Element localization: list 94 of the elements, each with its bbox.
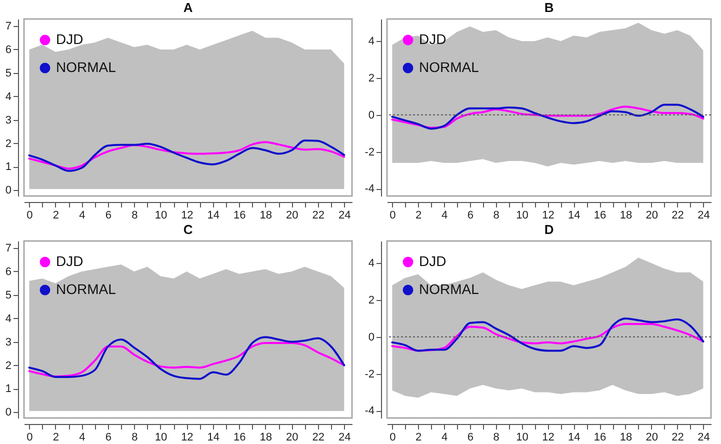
x-tick-label: 8: [493, 432, 500, 444]
x-tick-label: 2: [52, 210, 60, 222]
chart-title: D: [544, 222, 554, 237]
x-tick-label: 20: [646, 432, 658, 444]
x-tick-label: 18: [260, 432, 272, 444]
y-tick-label: 0: [368, 331, 374, 344]
x-tick-label: 2: [52, 432, 60, 444]
x-tick-label: 6: [105, 432, 112, 444]
x-tick-label: 20: [286, 210, 298, 222]
y-tick-label: 5: [5, 289, 12, 302]
line-series: [28, 336, 346, 380]
x-tick-label: 22: [312, 432, 325, 444]
y-tick-label: 5: [5, 67, 12, 80]
x-tick-label: 2: [416, 432, 422, 444]
y-tick-label: 1: [5, 161, 12, 174]
y-tick-label: 0: [5, 406, 12, 419]
x-tick-label: 8: [132, 432, 138, 444]
x-tick-label: 2: [416, 210, 422, 222]
y-tick-label: 4: [368, 258, 374, 270]
x-tick-label: 10: [516, 210, 528, 222]
chart-title: A: [183, 0, 194, 15]
y-tick-label: 3: [5, 336, 12, 348]
x-tick-label: 24: [698, 210, 710, 222]
x-tick-label: 18: [620, 210, 632, 222]
legend-label: DJD: [419, 253, 446, 269]
y-tick-label: -4: [364, 405, 374, 418]
x-tick-label: 4: [441, 210, 448, 222]
y-tick-label: 4: [5, 312, 12, 325]
legend-label: DJD: [56, 31, 84, 47]
x-tick-label: 14: [568, 210, 580, 222]
y-tick-label: 6: [5, 44, 12, 56]
x-tick-label: 16: [594, 210, 606, 222]
line-series: [391, 322, 704, 352]
x-tick-label: 18: [260, 210, 272, 222]
line-series: [391, 317, 704, 352]
x-tick-label: 0: [26, 210, 33, 222]
y-tick-label: 2: [5, 138, 12, 150]
legend-label: DJD: [419, 31, 446, 47]
y-tick-label: 6: [5, 266, 12, 278]
x-tick-label: 8: [132, 210, 138, 222]
x-tick-label: 12: [181, 432, 194, 444]
x-tick-label: 10: [516, 432, 528, 444]
y-tick-label: 2: [368, 72, 374, 84]
legend-label: NORMAL: [419, 59, 480, 75]
x-tick-label: 24: [338, 210, 351, 222]
y-tick-label: 4: [368, 36, 374, 48]
x-tick-label: 16: [234, 210, 246, 222]
x-tick-label: 24: [338, 432, 351, 444]
x-tick-label: 0: [26, 432, 33, 444]
y-tick-label: -2: [364, 368, 374, 380]
x-tick-label: 4: [79, 210, 86, 222]
x-tick-label: 22: [672, 210, 684, 222]
y-tick-label: 2: [5, 360, 12, 372]
x-tick-label: 6: [467, 432, 474, 444]
legend-label: NORMAL: [56, 59, 116, 75]
x-tick-label: 12: [542, 210, 554, 222]
y-tick-label: 3: [5, 114, 12, 126]
x-tick-label: 14: [207, 210, 220, 222]
x-tick-label: 12: [542, 432, 554, 444]
x-tick-label: 4: [441, 432, 448, 444]
y-tick-label: 0: [368, 109, 374, 122]
x-tick-label: 22: [312, 210, 325, 222]
y-tick-label: 0: [5, 184, 12, 197]
y-tick-label: 4: [5, 90, 12, 103]
x-tick-label: 10: [154, 432, 168, 444]
x-tick-label: 14: [568, 432, 580, 444]
x-tick-label: 0: [390, 210, 396, 222]
x-tick-label: 16: [234, 432, 246, 444]
x-tick-label: 16: [594, 432, 606, 444]
x-tick-label: 6: [105, 210, 112, 222]
x-tick-label: 8: [493, 210, 500, 222]
x-tick-label: 24: [698, 432, 710, 444]
x-tick-label: 18: [620, 432, 632, 444]
y-tick-label: -2: [364, 146, 374, 158]
y-tick-label: 2: [368, 294, 374, 306]
legend-label: NORMAL: [56, 281, 116, 297]
chart-title: C: [183, 222, 194, 237]
x-tick-label: 22: [672, 432, 684, 444]
legend-label: DJD: [56, 253, 84, 269]
x-tick-label: 12: [181, 210, 194, 222]
x-tick-label: 20: [646, 210, 658, 222]
legend-label: NORMAL: [419, 281, 480, 297]
y-tick-label: 1: [5, 383, 12, 396]
x-tick-label: 6: [467, 210, 474, 222]
x-tick-label: 20: [286, 432, 298, 444]
y-tick-label: -4: [364, 183, 374, 196]
x-tick-label: 10: [154, 210, 168, 222]
x-tick-label: 4: [79, 432, 86, 444]
chart-title: B: [544, 0, 554, 15]
x-tick-label: 0: [390, 432, 396, 444]
line-series: [28, 342, 346, 378]
x-tick-label: 14: [207, 432, 220, 444]
y-tick-label: 7: [5, 20, 12, 33]
y-tick-label: 7: [5, 242, 12, 255]
